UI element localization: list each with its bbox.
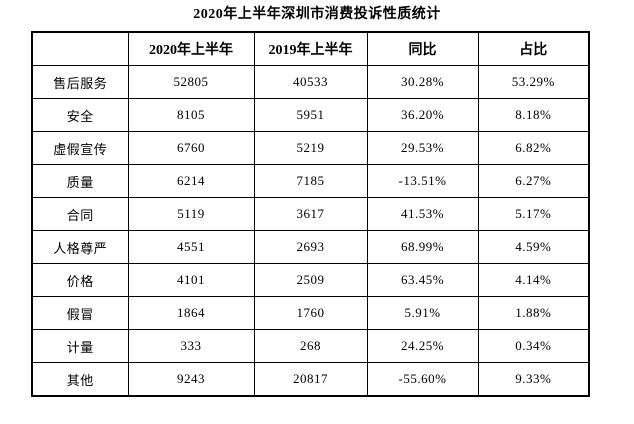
table-row: 其他 9243 20817 -55.60% 9.33% (31, 362, 590, 397)
share-value: 6.27% (477, 164, 590, 198)
column-header-2019: 2019年上半年 (253, 31, 368, 66)
yoy-value: 63.45% (366, 263, 479, 297)
value-2019: 7185 (253, 164, 368, 198)
row-label: 价格 (31, 263, 129, 297)
value-2019: 5951 (253, 98, 368, 132)
table-row: 质量 6214 7185 -13.51% 6.27% (31, 164, 590, 198)
value-2019: 3617 (253, 197, 368, 231)
yoy-value: -55.60% (366, 362, 479, 397)
column-header-yoy: 同比 (366, 31, 479, 66)
value-2019: 2509 (253, 263, 368, 297)
column-header-share: 占比 (477, 31, 590, 66)
yoy-value: 24.25% (366, 329, 479, 363)
value-2019: 1760 (253, 296, 368, 330)
share-value: 1.88% (477, 296, 590, 330)
table-row: 价格 4101 2509 63.45% 4.14% (31, 263, 590, 297)
share-value: 0.34% (477, 329, 590, 363)
row-label: 计量 (31, 329, 129, 363)
value-2019: 268 (253, 329, 368, 363)
row-label: 安全 (31, 98, 129, 132)
page-title: 2020年上半年深圳市消费投诉性质统计 (193, 7, 441, 22)
value-2020: 1864 (127, 296, 255, 330)
yoy-value: 68.99% (366, 230, 479, 264)
row-label: 假冒 (31, 296, 129, 330)
corner-header-cell (31, 31, 129, 66)
value-2020: 8105 (127, 98, 255, 132)
row-label: 人格尊严 (31, 230, 129, 264)
value-2019: 2693 (253, 230, 368, 264)
table-row: 计量 333 268 24.25% 0.34% (31, 329, 590, 363)
table-row: 售后服务 52805 40533 30.28% 53.29% (31, 65, 590, 99)
share-value: 8.18% (477, 98, 590, 132)
value-2020: 333 (127, 329, 255, 363)
value-2020: 4551 (127, 230, 255, 264)
yoy-value: 36.20% (366, 98, 479, 132)
yoy-value: 5.91% (366, 296, 479, 330)
value-2020: 4101 (127, 263, 255, 297)
share-value: 4.59% (477, 230, 590, 264)
table-row: 假冒 1864 1760 5.91% 1.88% (31, 296, 590, 330)
row-label: 合同 (31, 197, 129, 231)
table-row: 合同 5119 3617 41.53% 5.17% (31, 197, 590, 231)
complaints-stats-table: 2020年上半年 2019年上半年 同比 占比 售后服务 52805 40533 30… (31, 31, 590, 397)
value-2019: 20817 (253, 362, 368, 397)
yoy-value: 29.53% (366, 131, 479, 165)
value-2020: 5119 (127, 197, 255, 231)
row-label: 售后服务 (31, 65, 129, 99)
table-row: 虚假宣传 6760 5219 29.53% 6.82% (31, 131, 590, 165)
row-label: 其他 (31, 362, 129, 397)
value-2019: 5219 (253, 131, 368, 165)
yoy-value: 30.28% (366, 65, 479, 99)
share-value: 4.14% (477, 263, 590, 297)
yoy-value: -13.51% (366, 164, 479, 198)
header-row: 2020年上半年 2019年上半年 同比 占比 (31, 31, 590, 66)
table-body: 售后服务 52805 40533 30.28% 53.29% 安全 8105 5951 36.2… (31, 65, 590, 397)
yoy-value: 41.53% (366, 197, 479, 231)
value-2020: 6214 (127, 164, 255, 198)
table-row: 安全 8105 5951 36.20% 8.18% (31, 98, 590, 132)
table-row: 人格尊严 4551 2693 68.99% 4.59% (31, 230, 590, 264)
table-header: 2020年上半年 2019年上半年 同比 占比 (31, 31, 590, 66)
row-label: 虚假宣传 (31, 131, 129, 165)
value-2020: 52805 (127, 65, 255, 99)
share-value: 6.82% (477, 131, 590, 165)
share-value: 9.33% (477, 362, 590, 397)
value-2019: 40533 (253, 65, 368, 99)
share-value: 53.29% (477, 65, 590, 99)
value-2020: 6760 (127, 131, 255, 165)
column-header-2020: 2020年上半年 (127, 31, 255, 66)
value-2020: 9243 (127, 362, 255, 397)
share-value: 5.17% (477, 197, 590, 231)
row-label: 质量 (31, 164, 129, 198)
